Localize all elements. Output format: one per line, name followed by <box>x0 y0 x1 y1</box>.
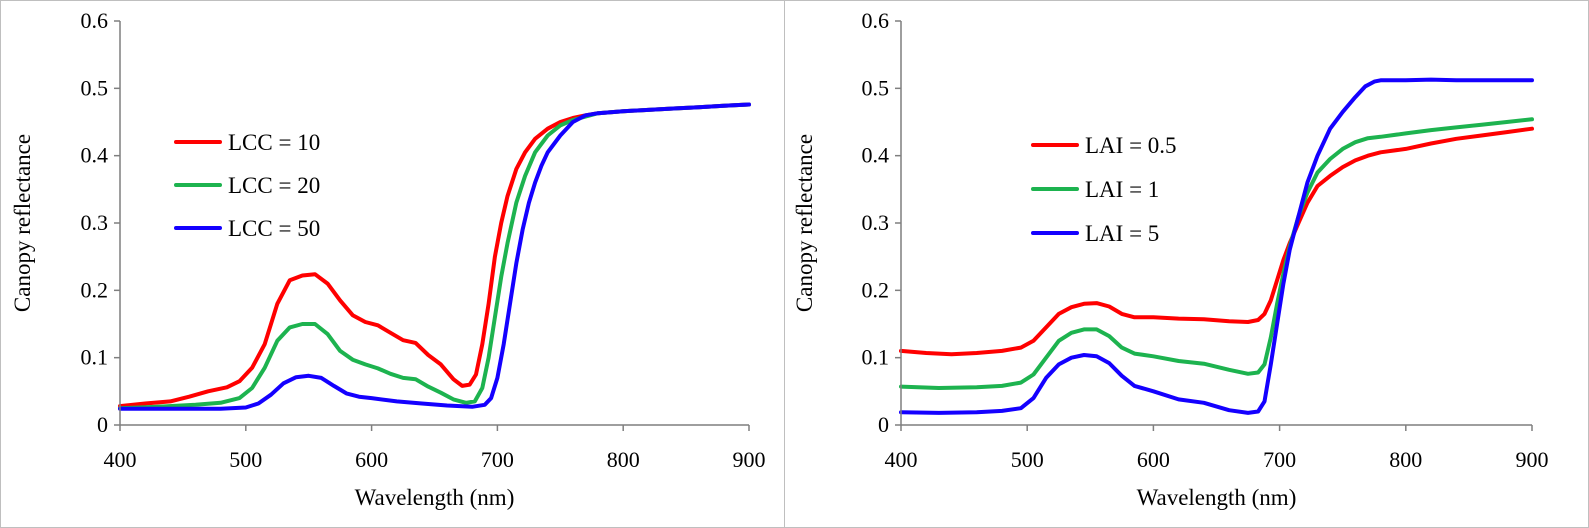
x-tick-label: 700 <box>481 447 514 472</box>
series-line-2 <box>118 102 751 411</box>
series-line-0 <box>899 126 1534 357</box>
y-axis-title: Canopy reflectance <box>10 134 35 312</box>
y-tick-label: 0.3 <box>81 210 109 235</box>
x-axis-title: Wavelength (nm) <box>355 485 515 510</box>
chart-right-lai: 0 0.1 0.2 0.3 0.4 0.5 0.6 400 500 600 700 800 900 Wav… <box>792 8 1549 510</box>
series-group <box>899 77 1534 415</box>
y-tick-label: 0.2 <box>81 277 109 302</box>
y-tick-label: 0.1 <box>81 345 109 370</box>
y-tick-label: 0.3 <box>862 210 890 235</box>
x-tick-label: 500 <box>229 447 262 472</box>
y-tick-label: 0 <box>97 412 108 437</box>
legend-label-2: LAI = 5 <box>1085 221 1159 246</box>
chart-left-lcc: 0 0.1 0.2 0.3 0.4 0.5 0.6 400 500 600 700 800 900 Wav… <box>10 8 766 510</box>
legend: LAI = 0.5 LAI = 1 LAI = 5 <box>1031 133 1177 246</box>
x-tick-label: 600 <box>1137 447 1170 472</box>
x-tick-label: 900 <box>1516 447 1549 472</box>
x-tick-label: 600 <box>355 447 388 472</box>
y-tick-label: 0.6 <box>862 8 890 33</box>
series-group <box>118 102 751 411</box>
x-tick-label: 900 <box>733 447 766 472</box>
x-tick-label: 800 <box>607 447 640 472</box>
y-tick-label: 0.1 <box>862 345 890 370</box>
y-tick-label: 0.4 <box>81 143 109 168</box>
x-tick-label: 500 <box>1011 447 1044 472</box>
legend-label-2: LCC = 50 <box>228 216 320 241</box>
x-tick-label: 700 <box>1263 447 1296 472</box>
x-tick-label: 400 <box>104 447 137 472</box>
legend-label-0: LCC = 10 <box>228 130 320 155</box>
y-tick-label: 0.5 <box>862 75 890 100</box>
legend: LCC = 10 LCC = 20 LCC = 50 <box>174 130 320 241</box>
series-line-2 <box>899 77 1534 415</box>
legend-label-0: LAI = 0.5 <box>1085 133 1177 158</box>
series-line-1 <box>899 117 1534 390</box>
y-tick-label: 0.5 <box>81 75 109 100</box>
y-tick-label: 0.6 <box>81 8 109 33</box>
y-tick-label: 0 <box>878 412 889 437</box>
legend-label-1: LCC = 20 <box>228 173 320 198</box>
x-tick-label: 800 <box>1389 447 1422 472</box>
y-axis-title: Canopy reflectance <box>792 134 817 312</box>
legend-label-1: LAI = 1 <box>1085 177 1159 202</box>
x-axis-title: Wavelength (nm) <box>1137 485 1297 510</box>
y-tick-label: 0.4 <box>862 143 890 168</box>
x-tick-label: 400 <box>885 447 918 472</box>
y-tick-label: 0.2 <box>862 277 890 302</box>
